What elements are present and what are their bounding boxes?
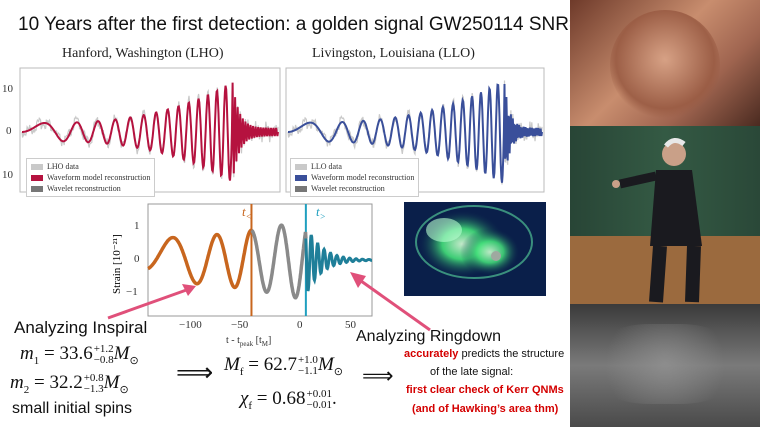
- strain-ringdown-series: [304, 234, 372, 292]
- strain-ytick-1: 1: [134, 220, 140, 232]
- lho-ytick-mid: 0: [6, 125, 12, 137]
- strain-svg: [147, 203, 373, 317]
- lho-legend-data: LHO data: [47, 162, 79, 171]
- strain-xtick-50: 50: [345, 319, 356, 331]
- ringdown-line-1: accurately predicts the structure: [404, 348, 565, 360]
- lho-ytick-top: 10: [2, 83, 13, 95]
- llo-waveform-trace: [288, 83, 543, 183]
- llo-legend-data: LLO data: [311, 162, 342, 171]
- llo-legend-swatch-model: [295, 175, 307, 182]
- strain-inspiral-series: [147, 228, 253, 290]
- llo-legend: LLO data Waveform model reconstruction W…: [290, 158, 420, 197]
- llo-legend-model: Waveform model reconstruction: [311, 173, 415, 182]
- mf-equation: Mf = 62.7+1.0 −1.1M⊙: [224, 353, 343, 378]
- lho-legend: LHO data Waveform model reconstruction W…: [26, 158, 156, 197]
- ringdown-line-3: first clear check of Kerr QNMs: [406, 384, 564, 396]
- lho-legend-swatch-data: [31, 164, 43, 171]
- merger-simulation-image: [404, 202, 546, 296]
- llo-label: Livingston, Louisiana (LLO): [312, 46, 475, 61]
- implies-arrow-2: ⟹: [362, 364, 394, 389]
- strain-xlabel: t - tpeak [tM]: [226, 335, 272, 348]
- slide-title: 10 Years after the first detection: a go…: [18, 14, 570, 35]
- chif-equation: χf = 0.68+0.01 −0.01.: [240, 387, 337, 412]
- t-less-label: t<: [242, 204, 252, 222]
- lho-legend-wavelet: Wavelet reconstruction: [47, 184, 121, 193]
- implies-arrow-1: ⟹: [176, 358, 214, 388]
- lho-legend-model: Waveform model reconstruction: [47, 173, 151, 182]
- speaker-closeup-video: [570, 0, 760, 126]
- llo-panel: LLO data Waveform model reconstruction W…: [284, 66, 548, 198]
- lho-panel: 10 0 10 LHO data Waveform model reconstr…: [0, 66, 282, 198]
- inspiral-heading: Analyzing Inspiral: [14, 318, 148, 337]
- lho-legend-swatch-model: [31, 175, 43, 182]
- slide: 10 Years after the first detection: a go…: [0, 0, 570, 427]
- lho-legend-swatch-wavelet: [31, 186, 43, 193]
- speaker-figure-icon: [612, 138, 702, 303]
- llo-legend-wavelet: Wavelet reconstruction: [311, 184, 385, 193]
- spins-text: small initial spins: [12, 400, 133, 417]
- m2-equation: m2 = 32.2+0.8 −1.3M⊙: [10, 371, 129, 396]
- llo-legend-swatch-data: [295, 164, 307, 171]
- lho-label: Hanford, Washington (LHO): [62, 46, 224, 61]
- simulation-glow-icon: [415, 205, 533, 279]
- speaker-stage-video: [570, 126, 760, 304]
- strain-ytick-0: 0: [134, 253, 140, 265]
- lho-ytick-bot: 10: [2, 169, 13, 181]
- ringdown-line-2: of the late signal:: [430, 366, 514, 378]
- strain-merger-series: [250, 223, 308, 300]
- llo-legend-swatch-wavelet: [295, 186, 307, 193]
- strain-xtick-0: 0: [297, 319, 303, 331]
- audience-video: [570, 304, 760, 427]
- t-greater-label: t>: [316, 204, 326, 222]
- ringdown-line-4: (and of Hawking’s area thm): [412, 403, 559, 415]
- speaker-face-blur: [610, 10, 720, 120]
- lho-waveform-trace: [22, 82, 279, 181]
- audience-blur: [590, 324, 740, 404]
- strain-xtick-m50: −50: [231, 319, 249, 331]
- strain-xtick-m100: −100: [179, 319, 202, 331]
- ringdown-heading: Analyzing Ringdown: [356, 328, 501, 345]
- m1-equation: m1 = 33.6+1.2 −0.8M⊙: [20, 342, 139, 367]
- strain-plot: Strain [10⁻²¹] 1 0 −1 t< t> −100 −50 0 5…: [111, 198, 378, 348]
